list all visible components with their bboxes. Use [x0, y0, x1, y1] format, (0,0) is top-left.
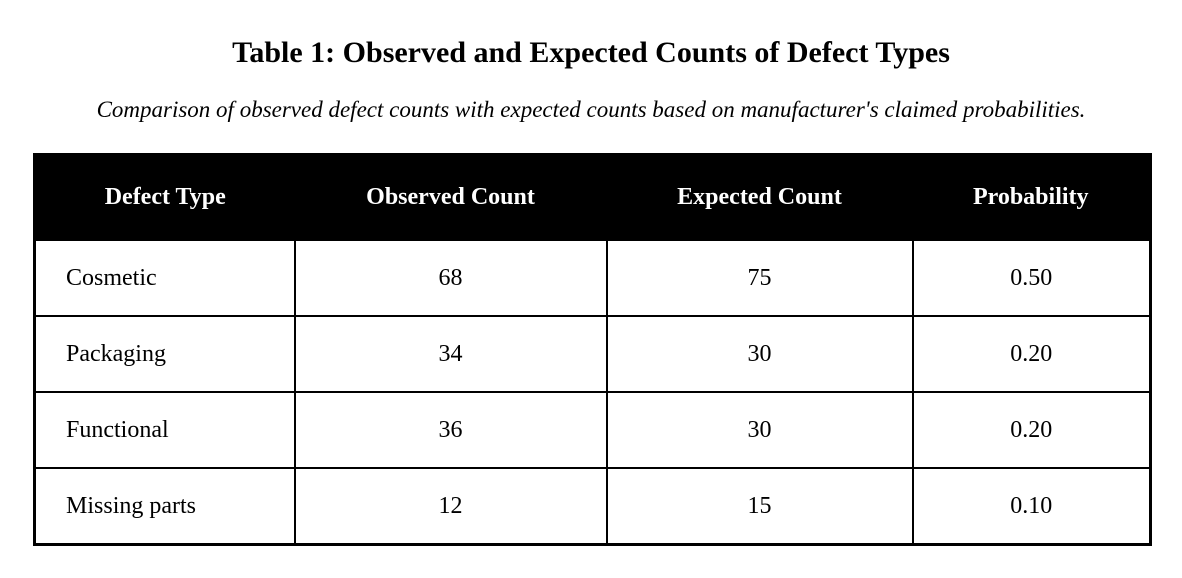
table-cell: Missing parts: [33, 467, 296, 546]
table-cell: 12: [293, 467, 608, 546]
column-header: Defect Type: [34, 154, 295, 240]
table-cell: 0.20: [911, 391, 1152, 469]
table-cell: 75: [605, 239, 914, 317]
table-cell: 36: [293, 391, 608, 469]
table-cell: Functional: [33, 391, 296, 469]
header-row: Defect Type Observed Count Expected Count P…: [34, 154, 1151, 240]
table-cell: 0.10: [911, 467, 1152, 546]
column-header: Observed Count: [294, 154, 607, 240]
table-body: Cosmetic 68 75 0.50 Packaging 34 30 0.20 Functio…: [33, 239, 1152, 546]
table-cell: 30: [605, 315, 914, 393]
table-cell: 30: [605, 391, 914, 469]
table-cell: 68: [293, 239, 608, 317]
table-cell: 34: [293, 315, 608, 393]
table-cell: 0.20: [911, 315, 1152, 393]
table-row: Packaging 34 30 0.20: [33, 315, 1152, 393]
table-title: Table 1: Observed and Expected Counts of…: [232, 36, 950, 69]
table-cell: Cosmetic: [33, 239, 296, 317]
table-cell: Packaging: [33, 315, 296, 393]
column-header: Expected Count: [606, 154, 913, 240]
table-cell: 0.50: [911, 239, 1152, 317]
table-row: Cosmetic 68 75 0.50: [33, 239, 1152, 317]
table-subtitle: Comparison of observed defect counts wit…: [96, 97, 1086, 122]
table-cell: 15: [605, 467, 914, 546]
column-header: Probability: [912, 154, 1151, 240]
data-table: Defect Type Observed Count Expected Count P…: [33, 153, 1152, 546]
table-row: Functional 36 30 0.20: [33, 391, 1152, 469]
table-row: Missing parts 12 15 0.10: [33, 467, 1152, 546]
